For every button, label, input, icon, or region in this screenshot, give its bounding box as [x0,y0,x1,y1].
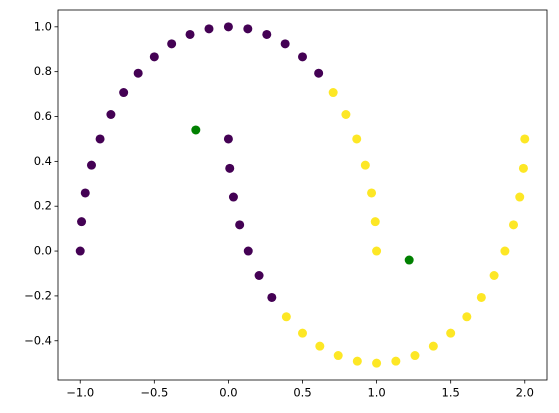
point [370,217,380,227]
point [328,88,338,98]
x-tick-label: 2.0 [516,386,534,400]
point [515,192,525,202]
point [360,160,370,170]
y-tick-label: 0.6 [34,109,52,123]
y-tick-label: 0.4 [34,154,52,168]
point [518,163,528,173]
axes-frame [57,9,548,381]
point [352,134,362,144]
x-tick-label: 0.5 [293,386,311,400]
point [314,68,324,78]
point [267,292,277,302]
point [367,188,377,198]
point [509,220,519,230]
point [462,312,472,322]
point [280,39,290,49]
y-tick-label: −0.2 [24,288,52,302]
point [223,134,233,144]
point [243,246,253,256]
plot-area [58,10,547,380]
point [75,246,85,256]
point [372,358,382,368]
x-tick-label: 0.0 [219,386,237,400]
point [95,134,105,144]
point [476,292,486,302]
point [149,52,159,62]
point [315,341,325,351]
x-tick-label: 1.0 [367,386,385,400]
point [243,24,253,34]
point [341,109,351,119]
point [235,220,245,230]
x-tick-label: 1.5 [442,386,460,400]
point [391,356,401,366]
point [119,88,129,98]
point [410,351,420,361]
y-tick-label: 0.0 [34,244,52,258]
point [404,255,414,265]
point [254,271,264,281]
point [281,312,291,322]
x-tick-label: −1.0 [66,386,94,400]
point [372,246,382,256]
point [223,22,233,32]
point [352,356,362,366]
point [167,39,177,49]
point [520,134,530,144]
point [428,341,438,351]
point [133,68,143,78]
point [446,328,456,338]
point [225,163,235,173]
y-tick-label: −0.4 [24,333,52,347]
y-tick-label: 1.0 [34,19,52,33]
point [185,29,195,39]
point [204,24,214,34]
y-tick-label: 0.2 [34,199,52,213]
point [489,271,499,281]
point [77,217,87,227]
point [298,52,307,62]
point [86,160,96,170]
point [262,29,272,39]
point [106,109,116,119]
point [298,328,307,338]
point [333,351,343,361]
point [228,192,238,202]
x-tick-label: −0.5 [140,386,168,400]
y-tick-label: 0.8 [34,64,52,78]
point [191,125,201,135]
point [500,246,510,256]
point [80,188,90,198]
